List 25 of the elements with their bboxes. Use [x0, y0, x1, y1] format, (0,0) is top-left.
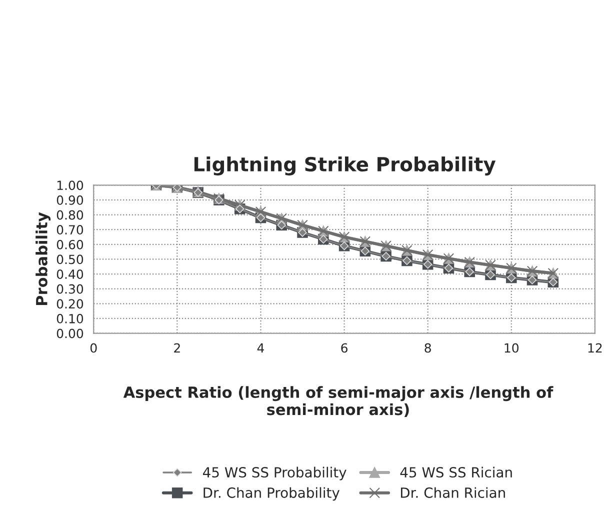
- y-tick-label: 0.00: [56, 328, 84, 338]
- x-axis-title: Aspect Ratio (length of semi-major axis /length of semi-minor axis): [123, 386, 554, 418]
- x-tick-label: 0: [90, 343, 97, 353]
- legend-label: 45 WS SS Probability: [203, 466, 346, 480]
- y-tick-label: 0.70: [56, 225, 84, 235]
- chart-title: Lightning Strike Probability: [194, 156, 496, 176]
- x-tick-label: 2: [174, 343, 180, 352]
- y-tick-label: 0.80: [56, 210, 84, 220]
- legend-label: Dr. Chan Rician: [400, 487, 505, 498]
- x-tick-label: 6: [341, 343, 348, 353]
- y-tick-label: 1.00: [57, 180, 84, 190]
- y-tick-label: 0.60: [56, 240, 84, 250]
- y-tick-label: 0.20: [56, 299, 84, 309]
- legend-label: Dr. Chan Probability: [204, 487, 340, 501]
- y-tick-label: 0.30: [56, 284, 84, 294]
- y-tick-label: 0.50: [56, 254, 84, 264]
- x-tick-label: 4: [257, 343, 264, 352]
- y-tick-label: 0.90: [56, 195, 84, 205]
- legend-label: 45 WS SS Rician: [400, 466, 512, 478]
- y-tick-label: 0.10: [56, 314, 84, 324]
- x-tick-label: 12: [588, 343, 602, 352]
- x-tick-label: 10: [504, 343, 519, 353]
- y-axis-title: Probability: [36, 212, 51, 305]
- x-tick-label: 8: [424, 343, 431, 353]
- y-tick-label: 0.40: [56, 269, 84, 279]
